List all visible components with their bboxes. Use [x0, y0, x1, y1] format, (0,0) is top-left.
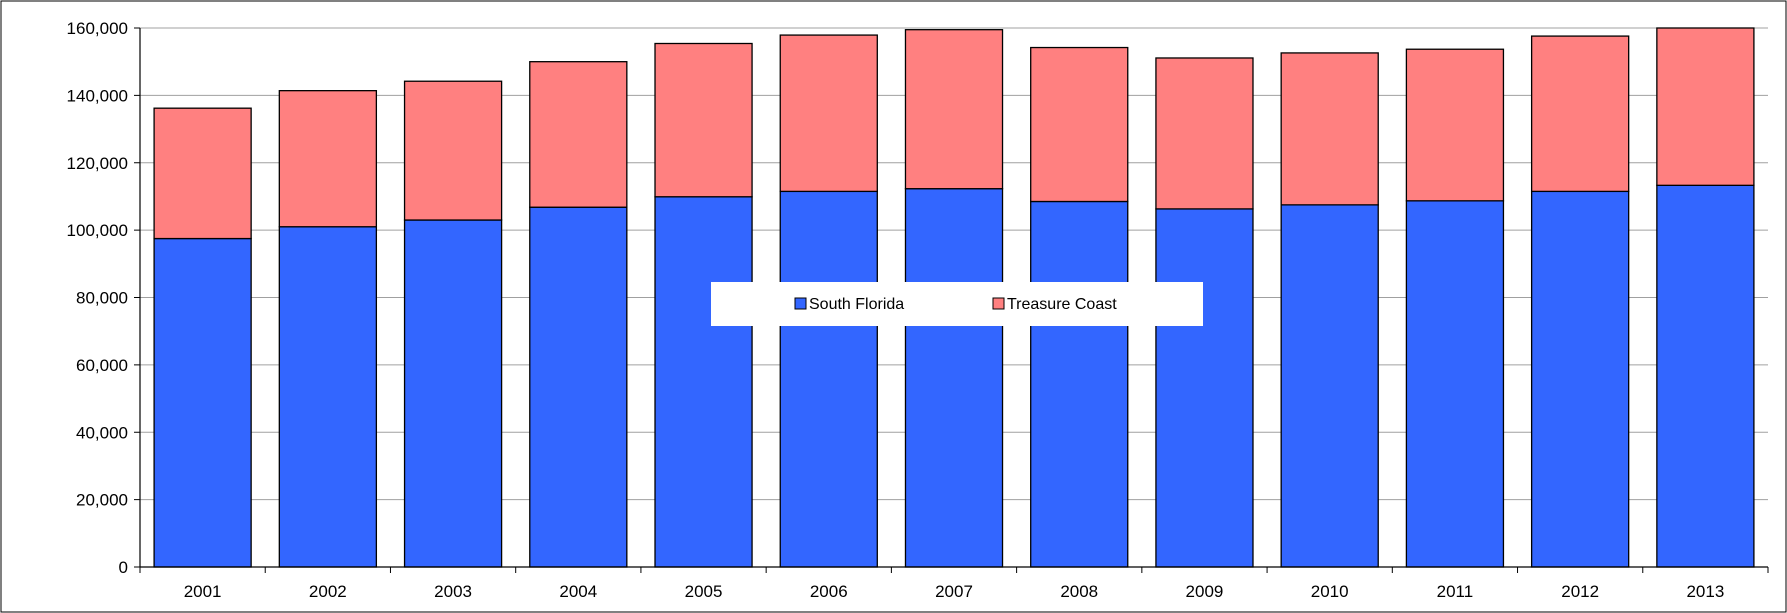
bar-south-florida-2005 — [654, 196, 753, 568]
bar-treasure-coast-2004 — [529, 61, 628, 208]
y-tick-labels: 0 20,000 40,000 60,000 80,000 100,000 120,000 1… — [67, 19, 128, 577]
x-tick-label: 2001 — [184, 582, 222, 601]
legend-label-treasure-coast: Treasure Coast — [1007, 296, 1117, 313]
x-tick-label: 2006 — [810, 582, 848, 601]
bar-treasure-coast-2006 — [779, 34, 878, 193]
legend-box — [711, 282, 1203, 326]
y-tick-label: 60,000 — [76, 356, 128, 375]
x-tick-label: 2008 — [1060, 582, 1098, 601]
x-tick-label: 2003 — [434, 582, 472, 601]
bar-treasure-coast-2007 — [904, 29, 1004, 190]
bar-south-florida-2012 — [1530, 190, 1630, 568]
legend-swatch-south-florida — [794, 297, 807, 310]
x-tick-label: 2013 — [1686, 582, 1724, 601]
bar-treasure-coast-2001 — [153, 107, 252, 240]
bar-treasure-coast-2005 — [654, 42, 753, 198]
x-tick-labels: 2001 2002 2003 2004 2005 2006 2007 2008 2009 2010… — [184, 582, 1725, 601]
x-tick-label: 2011 — [1437, 582, 1474, 601]
y-tick-label: 160,000 — [67, 19, 128, 38]
bar-south-florida-2011 — [1405, 200, 1505, 568]
x-tick-label: 2007 — [935, 582, 973, 601]
bars — [153, 27, 1755, 568]
x-tick-label: 2009 — [1186, 582, 1224, 601]
bar-south-florida-2006 — [779, 190, 878, 568]
y-tick-label: 40,000 — [76, 423, 128, 442]
bar-south-florida-2009 — [1155, 208, 1254, 568]
bar-treasure-coast-2013 — [1656, 27, 1755, 186]
y-tick-label: 20,000 — [76, 491, 128, 510]
y-tick-label: 100,000 — [67, 221, 128, 240]
bar-treasure-coast-2011 — [1405, 48, 1505, 202]
bar-south-florida-2002 — [278, 226, 378, 568]
x-tick-label: 2004 — [559, 582, 597, 601]
y-tick-label: 0 — [119, 558, 128, 577]
bar-south-florida-2007 — [904, 188, 1004, 568]
x-tick-label: 2010 — [1311, 582, 1349, 601]
y-tick-label: 80,000 — [76, 289, 128, 308]
bar-treasure-coast-2002 — [278, 90, 378, 228]
y-tick-label: 140,000 — [67, 86, 128, 105]
x-tick-label: 2012 — [1561, 582, 1599, 601]
bar-south-florida-2010 — [1280, 204, 1379, 568]
bar-south-florida-2001 — [153, 237, 252, 568]
bar-treasure-coast-2003 — [403, 80, 503, 221]
bar-treasure-coast-2009 — [1155, 57, 1254, 210]
bar-treasure-coast-2012 — [1530, 35, 1630, 193]
bar-treasure-coast-2010 — [1280, 52, 1379, 206]
legend: South Florida Treasure Coast — [711, 282, 1203, 326]
bar-south-florida-2013 — [1656, 184, 1755, 568]
y-tick-label: 120,000 — [67, 154, 128, 173]
legend-swatch-treasure-coast — [992, 297, 1005, 310]
bar-treasure-coast-2008 — [1030, 46, 1129, 203]
bar-south-florida-2003 — [403, 219, 503, 568]
bar-south-florida-2008 — [1030, 200, 1129, 568]
axes — [134, 27, 1769, 573]
bar-south-florida-2004 — [529, 206, 628, 568]
x-tick-label: 2002 — [309, 582, 347, 601]
legend-label-south-florida: South Florida — [809, 296, 904, 313]
x-tick-label: 2005 — [685, 582, 723, 601]
